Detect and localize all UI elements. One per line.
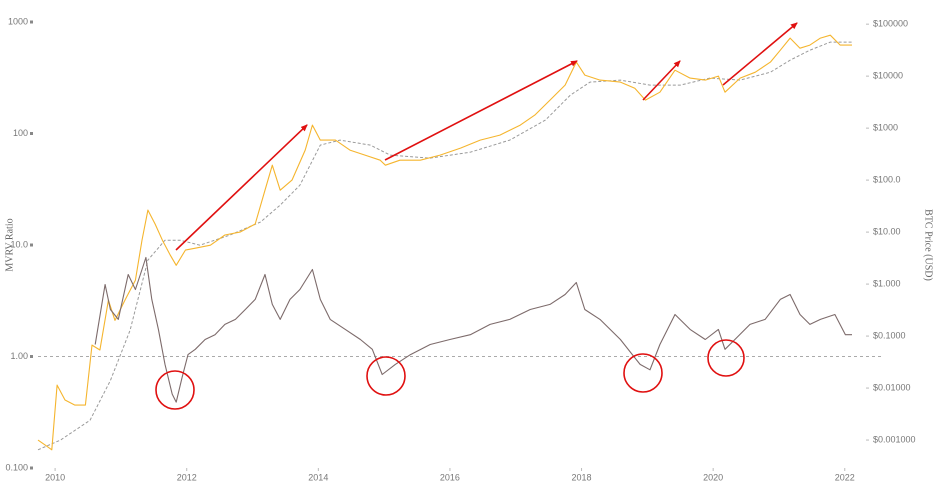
trend-arrow <box>722 22 798 86</box>
y-tick-label: 1.00 <box>10 351 28 361</box>
bottom-circle <box>155 370 195 410</box>
y2-tick-label: $0.001000 <box>873 434 916 444</box>
y-tick-mark <box>30 243 33 247</box>
series-line <box>37 41 852 451</box>
bottom-circle <box>707 339 745 377</box>
x-tick-label: 2018 <box>572 472 592 482</box>
x-tick-label: 2020 <box>703 472 723 482</box>
series-line <box>37 34 852 451</box>
y-axis-title: MVRV Ratio <box>4 218 15 271</box>
plot-area: 0.100 1.00 10.0 100 1000 $0.001000 $0.01000 $0.… <box>5 16 915 482</box>
bottom-circle <box>623 353 663 393</box>
y2-tick-label: $0.1000 <box>873 330 906 340</box>
y-tick-mark <box>30 466 33 470</box>
y2-tick-label: $0.01000 <box>873 382 911 392</box>
y-tick-label: 0.100 <box>5 462 28 472</box>
y2-axis-title: BTC Price (USD) <box>923 209 934 281</box>
x-tick-label: 2016 <box>440 472 460 482</box>
annotations <box>155 22 798 410</box>
y2-tick-label: $1000 <box>873 123 898 133</box>
trend-arrow <box>384 60 578 161</box>
series-line <box>94 256 852 403</box>
x-tick-label: 2022 <box>835 472 855 482</box>
y-tick-label: 1000 <box>8 16 28 26</box>
y2-tick-label: $1.000 <box>873 278 901 288</box>
bottom-circle <box>366 356 406 396</box>
y-tick-label: 100 <box>13 128 28 138</box>
y-tick-mark <box>30 132 33 135</box>
x-tick-label: 2014 <box>308 472 328 482</box>
y-tick-label: 10.0 <box>10 239 28 249</box>
trend-arrow <box>175 124 308 251</box>
y-tick-mark <box>30 355 33 358</box>
x-tick-label: 2010 <box>45 472 65 482</box>
y2-tick-label: $10.00 <box>873 226 901 236</box>
trend-arrow <box>642 60 681 101</box>
y-tick-mark <box>30 20 33 24</box>
y2-tick-label: $100000 <box>873 19 908 29</box>
x-tick-label: 2012 <box>177 472 197 482</box>
y2-tick-label: $10000 <box>873 71 903 81</box>
y2-tick-label: $100.0 <box>873 174 901 184</box>
